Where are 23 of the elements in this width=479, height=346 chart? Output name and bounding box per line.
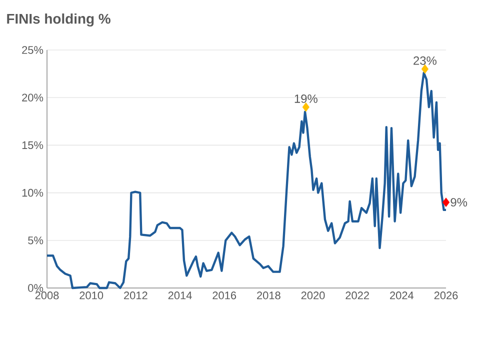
y-tick-label: 5% (28, 236, 44, 244)
x-tick-label: 2010 (80, 292, 104, 300)
data-label: 19% (294, 94, 318, 103)
x-tick-label: 2008 (35, 292, 59, 300)
y-tick-label: 20% (22, 94, 44, 102)
point (302, 102, 310, 112)
chart-title: FINIs holding % (7, 13, 110, 27)
data-label: 9% (450, 198, 468, 207)
x-tick-label: 2018 (257, 292, 280, 300)
x-tick-label: 2026 (434, 292, 458, 300)
data-label: 23% (414, 56, 436, 65)
y-tick-label: 15% (22, 141, 44, 150)
x-tick-label: 2022 (346, 292, 369, 300)
y-tick-label: 25% (22, 46, 44, 54)
x-tick-label: 2016 (212, 292, 236, 300)
x-tick-label: 2020 (301, 292, 325, 300)
point (421, 64, 429, 74)
y-tick-label: 10% (22, 188, 44, 197)
x-tick-label: 2024 (390, 292, 414, 300)
x-tick-label: 2012 (124, 292, 148, 300)
y-tick-label: 0% (28, 284, 44, 292)
point (442, 198, 450, 207)
x-tick-label: 2014 (168, 292, 192, 300)
